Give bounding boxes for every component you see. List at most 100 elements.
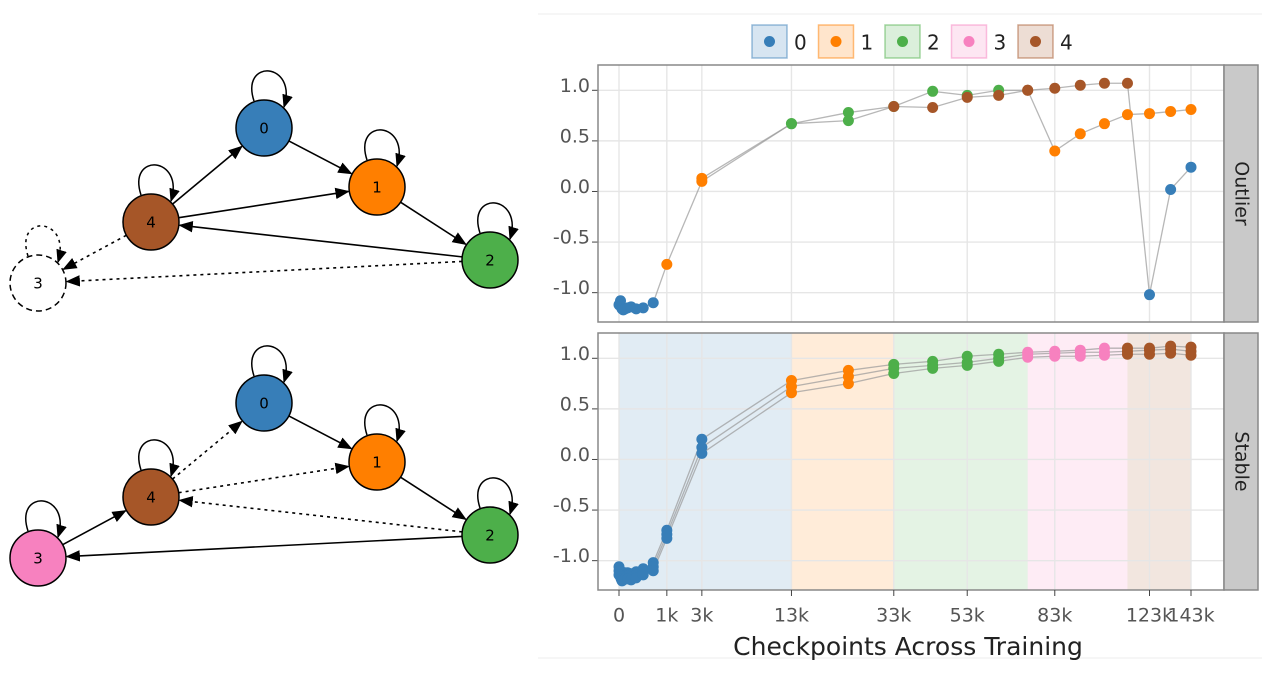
legend-key <box>751 24 788 59</box>
edge <box>288 140 353 175</box>
edge <box>288 415 353 450</box>
point <box>1165 347 1177 359</box>
region <box>1027 333 1128 590</box>
y-tick-label: -1.0 <box>553 277 590 299</box>
self-loop <box>138 164 180 203</box>
self-loop <box>364 404 406 443</box>
legend-dot <box>897 36 908 47</box>
strip-label: Outlier <box>1231 161 1253 226</box>
point <box>637 302 649 314</box>
edge <box>172 420 243 480</box>
region <box>893 333 1028 590</box>
point <box>647 297 659 309</box>
point <box>842 378 854 390</box>
edge <box>178 220 463 258</box>
node-label: 3 <box>33 275 43 293</box>
x-tick-label: 33k <box>876 605 911 627</box>
y-tick-label: -0.5 <box>553 227 590 249</box>
node <box>122 193 180 251</box>
point <box>1074 128 1086 140</box>
y-tick-label: 0.0 <box>560 176 590 198</box>
point <box>888 100 900 112</box>
point <box>1121 109 1133 121</box>
x-tick-label: 13k <box>774 605 809 627</box>
point <box>696 447 708 459</box>
point <box>1098 349 1110 361</box>
strip <box>1223 64 1259 323</box>
node <box>348 158 406 216</box>
point <box>993 89 1005 101</box>
legend-label: 0 <box>794 31 807 55</box>
node-label: 1 <box>372 454 382 472</box>
point <box>696 172 708 184</box>
self-loop <box>25 500 67 539</box>
x-tick-label: 3k <box>690 605 713 627</box>
legend-label: 1 <box>861 31 874 55</box>
y-tick-label: 0.5 <box>560 393 590 415</box>
node-label: 0 <box>259 120 269 138</box>
y-tick-label: 0.5 <box>560 125 590 147</box>
y-tick-label: 1.0 <box>560 343 590 365</box>
edge <box>62 234 127 270</box>
self-loop <box>364 129 406 168</box>
x-axis-label: Checkpoints Across Training <box>733 632 1083 661</box>
panel: -1.0 -0.5 0.0 0.5 1.0 Outlier <box>553 64 1259 323</box>
region <box>1127 333 1191 590</box>
node <box>235 374 293 432</box>
point <box>1185 349 1197 361</box>
node <box>9 254 67 312</box>
node-label: 3 <box>33 550 43 568</box>
self-loop <box>25 225 67 264</box>
point <box>842 115 854 127</box>
node <box>122 468 180 526</box>
y-tick-label: 1.0 <box>560 75 590 97</box>
region <box>619 333 792 590</box>
x-tick-label: 53k <box>950 605 985 627</box>
point <box>637 569 649 581</box>
point <box>785 387 797 399</box>
strip-label: Stable <box>1231 431 1253 491</box>
self-loop <box>477 202 519 241</box>
x-tick-label: 1k <box>655 605 678 627</box>
y-tick-label: 0.0 <box>560 444 590 466</box>
x-tick-label: 0 <box>613 605 625 627</box>
point <box>661 532 673 544</box>
self-loop <box>251 345 293 384</box>
region <box>791 333 894 590</box>
point <box>1121 348 1133 360</box>
point <box>1165 183 1177 195</box>
diagram: 0 1 2 3 4 <box>9 70 519 312</box>
node-label: 2 <box>485 527 495 545</box>
legend-label: 2 <box>927 31 940 55</box>
point <box>927 101 939 113</box>
edge <box>65 260 463 287</box>
point <box>1143 289 1155 301</box>
point <box>1022 84 1034 96</box>
node-label: 4 <box>146 214 156 232</box>
point <box>1022 351 1034 363</box>
node <box>235 99 293 157</box>
edge <box>400 476 467 521</box>
point <box>1049 145 1061 157</box>
self-loop <box>138 439 180 478</box>
legend-dot <box>1030 36 1041 47</box>
node-label: 2 <box>485 252 495 270</box>
y-tick-label: -0.5 <box>553 495 590 517</box>
self-loop <box>477 477 519 516</box>
legend-dot <box>764 36 775 47</box>
node <box>461 231 519 289</box>
edge <box>65 535 463 562</box>
point <box>1143 348 1155 360</box>
diagram: 0 1 2 3 4 <box>9 345 519 587</box>
point <box>647 565 659 577</box>
point <box>1049 350 1061 362</box>
chart: 0 1 2 3 4 -1.0 -0.5 0.0 0.5 1.0 Outlier -1.0 -0.5 0.0… <box>553 24 1259 627</box>
edge <box>178 187 350 219</box>
edge <box>178 495 463 533</box>
y-tick-label: -1.0 <box>553 545 590 567</box>
legend: 0 1 2 3 4 <box>751 24 1073 59</box>
point <box>888 367 900 379</box>
node <box>461 506 519 564</box>
point <box>1074 79 1086 91</box>
